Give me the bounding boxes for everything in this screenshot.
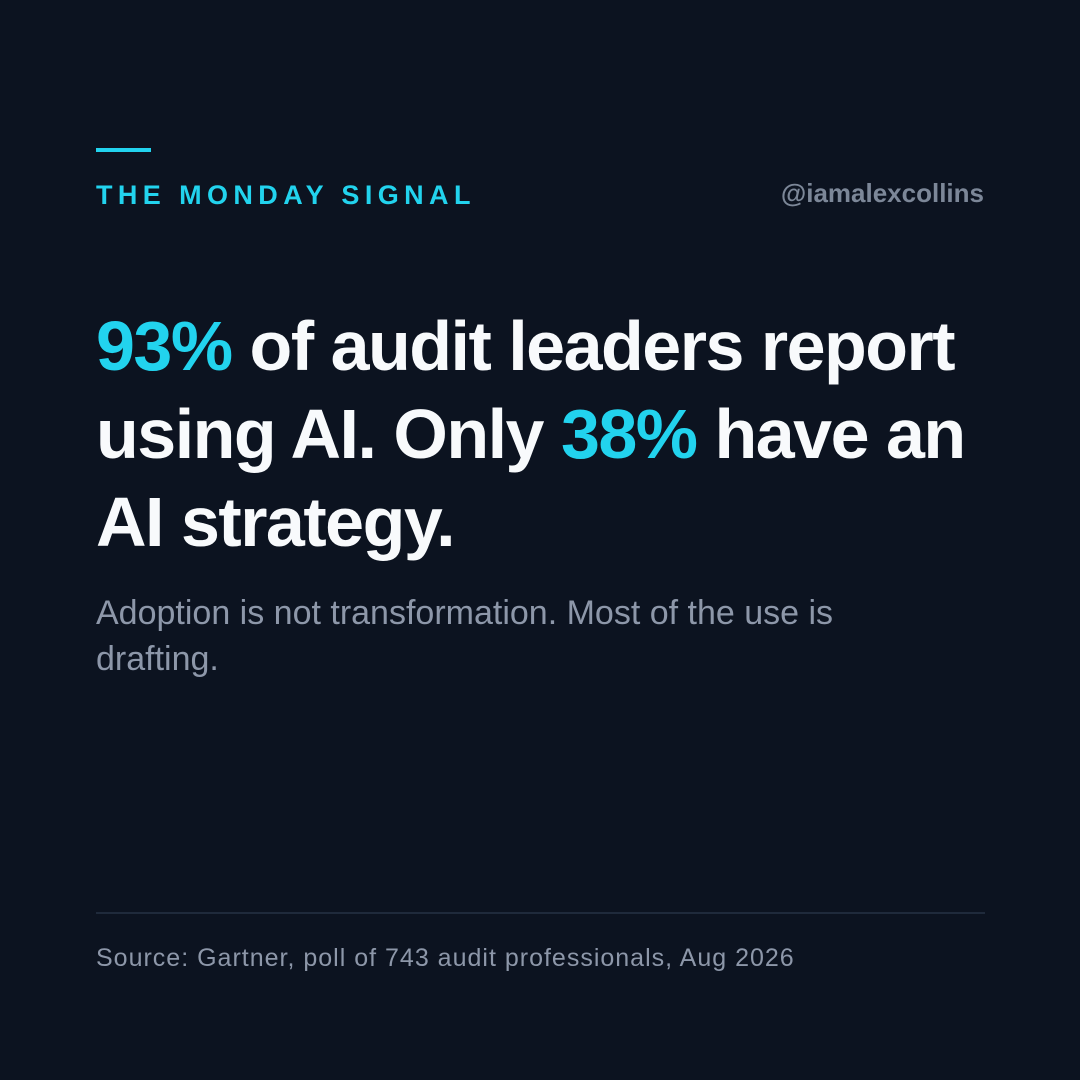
headline: 93% of audit leaders report using AI. On… [96, 302, 996, 566]
source-citation: Source: Gartner, poll of 743 audit profe… [96, 944, 795, 972]
accent-bar [96, 148, 151, 152]
footer-divider [96, 912, 985, 914]
subline: Adoption is not transformation. Most of … [96, 594, 834, 678]
series-name: THE MONDAY SIGNAL [96, 180, 476, 210]
headline-text-part-1: of audit leaders report using AI. Only [96, 307, 956, 473]
headline-text-part-2: have an AI strategy. [96, 395, 966, 561]
author-handle: @iamalexcollins [780, 178, 984, 208]
headline-stat-adoption: 93% [96, 307, 233, 385]
headline-stat-strategy: 38% [560, 395, 698, 473]
